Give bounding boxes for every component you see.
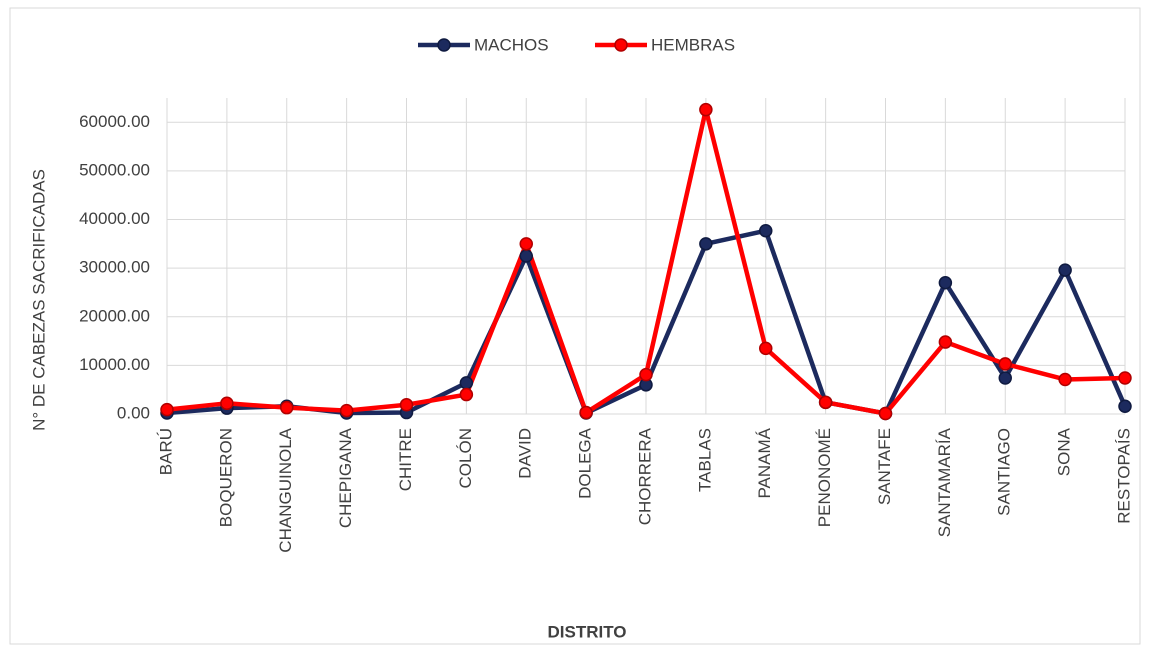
y-tick-label: 0.00 [117, 403, 150, 422]
data-point [938, 335, 953, 349]
x-tick-label: CHORRERA [635, 427, 654, 525]
x-tick-label: SANTAMARÍA [935, 427, 954, 537]
y-tick-label: 40000.00 [79, 209, 150, 228]
data-point [519, 249, 533, 263]
y-axis-title: N° DE CABEZAS SACRIFICADAS [29, 169, 48, 431]
x-tick-label: SONA [1055, 427, 1074, 476]
x-tick-label: TABLAS [695, 428, 714, 492]
x-tick-label: PANAMÁ [755, 427, 774, 498]
data-point [699, 102, 713, 117]
x-tick-label: RESTOPAÍS [1114, 428, 1133, 524]
data-point [280, 400, 294, 415]
data-point [459, 376, 474, 390]
data-point [938, 275, 953, 290]
data-point [759, 341, 773, 356]
legend-marker [614, 38, 628, 52]
x-tick-label: PENONOMÉ [815, 428, 834, 527]
y-tick-label: 60000.00 [79, 112, 150, 131]
data-point [519, 237, 533, 251]
y-tick-label: 30000.00 [79, 258, 150, 277]
chart-border [9, 7, 1141, 645]
data-point [699, 237, 713, 251]
x-tick-label: COLÓN [456, 428, 475, 488]
x-tick-label: DOLEGA [576, 427, 595, 499]
data-point [579, 405, 593, 420]
data-point [818, 395, 833, 410]
data-point [1118, 399, 1132, 413]
legend-marker [437, 38, 451, 52]
x-tick-label: CHEPIGANA [336, 427, 355, 528]
data-point [998, 357, 1012, 371]
x-tick-label: CHITRE [396, 428, 415, 491]
legend-label: HEMBRAS [651, 35, 735, 54]
data-point [1058, 263, 1072, 277]
data-point [459, 387, 474, 402]
x-tick-label: CHANGUINOLA [276, 427, 295, 552]
data-point [1058, 372, 1072, 387]
data-point [160, 402, 174, 417]
x-tick-label: SANTAFE [875, 428, 894, 505]
data-point [399, 398, 414, 412]
data-point [759, 223, 773, 238]
legend-label: MACHOS [474, 35, 549, 54]
y-tick-label: 50000.00 [79, 160, 150, 179]
data-point [639, 367, 653, 382]
data-point [339, 403, 354, 418]
x-tick-label: DAVID [516, 428, 535, 479]
data-point [878, 406, 893, 421]
y-tick-label: 20000.00 [79, 306, 150, 325]
x-tick-label: BOQUERON [216, 428, 235, 527]
y-tick-label: 10000.00 [79, 355, 150, 374]
data-point [1118, 371, 1132, 385]
x-tick-label: BARÚ [156, 428, 175, 475]
data-point [998, 371, 1012, 385]
data-point [220, 396, 234, 411]
x-axis-title: DISTRITO [547, 622, 626, 641]
x-tick-label: SANTIAGO [995, 428, 1014, 516]
